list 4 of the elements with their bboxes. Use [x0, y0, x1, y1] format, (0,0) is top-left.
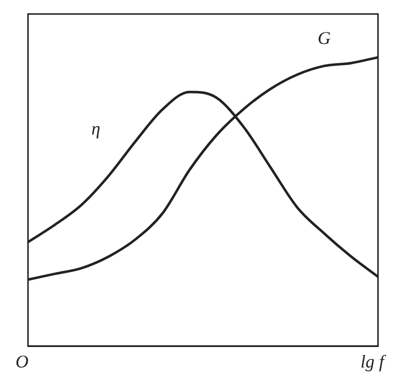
text: O — [16, 352, 28, 372]
x-axis-title: lg f — [360, 352, 387, 372]
series-label: η — [91, 118, 100, 139]
series-label: G — [318, 28, 331, 48]
